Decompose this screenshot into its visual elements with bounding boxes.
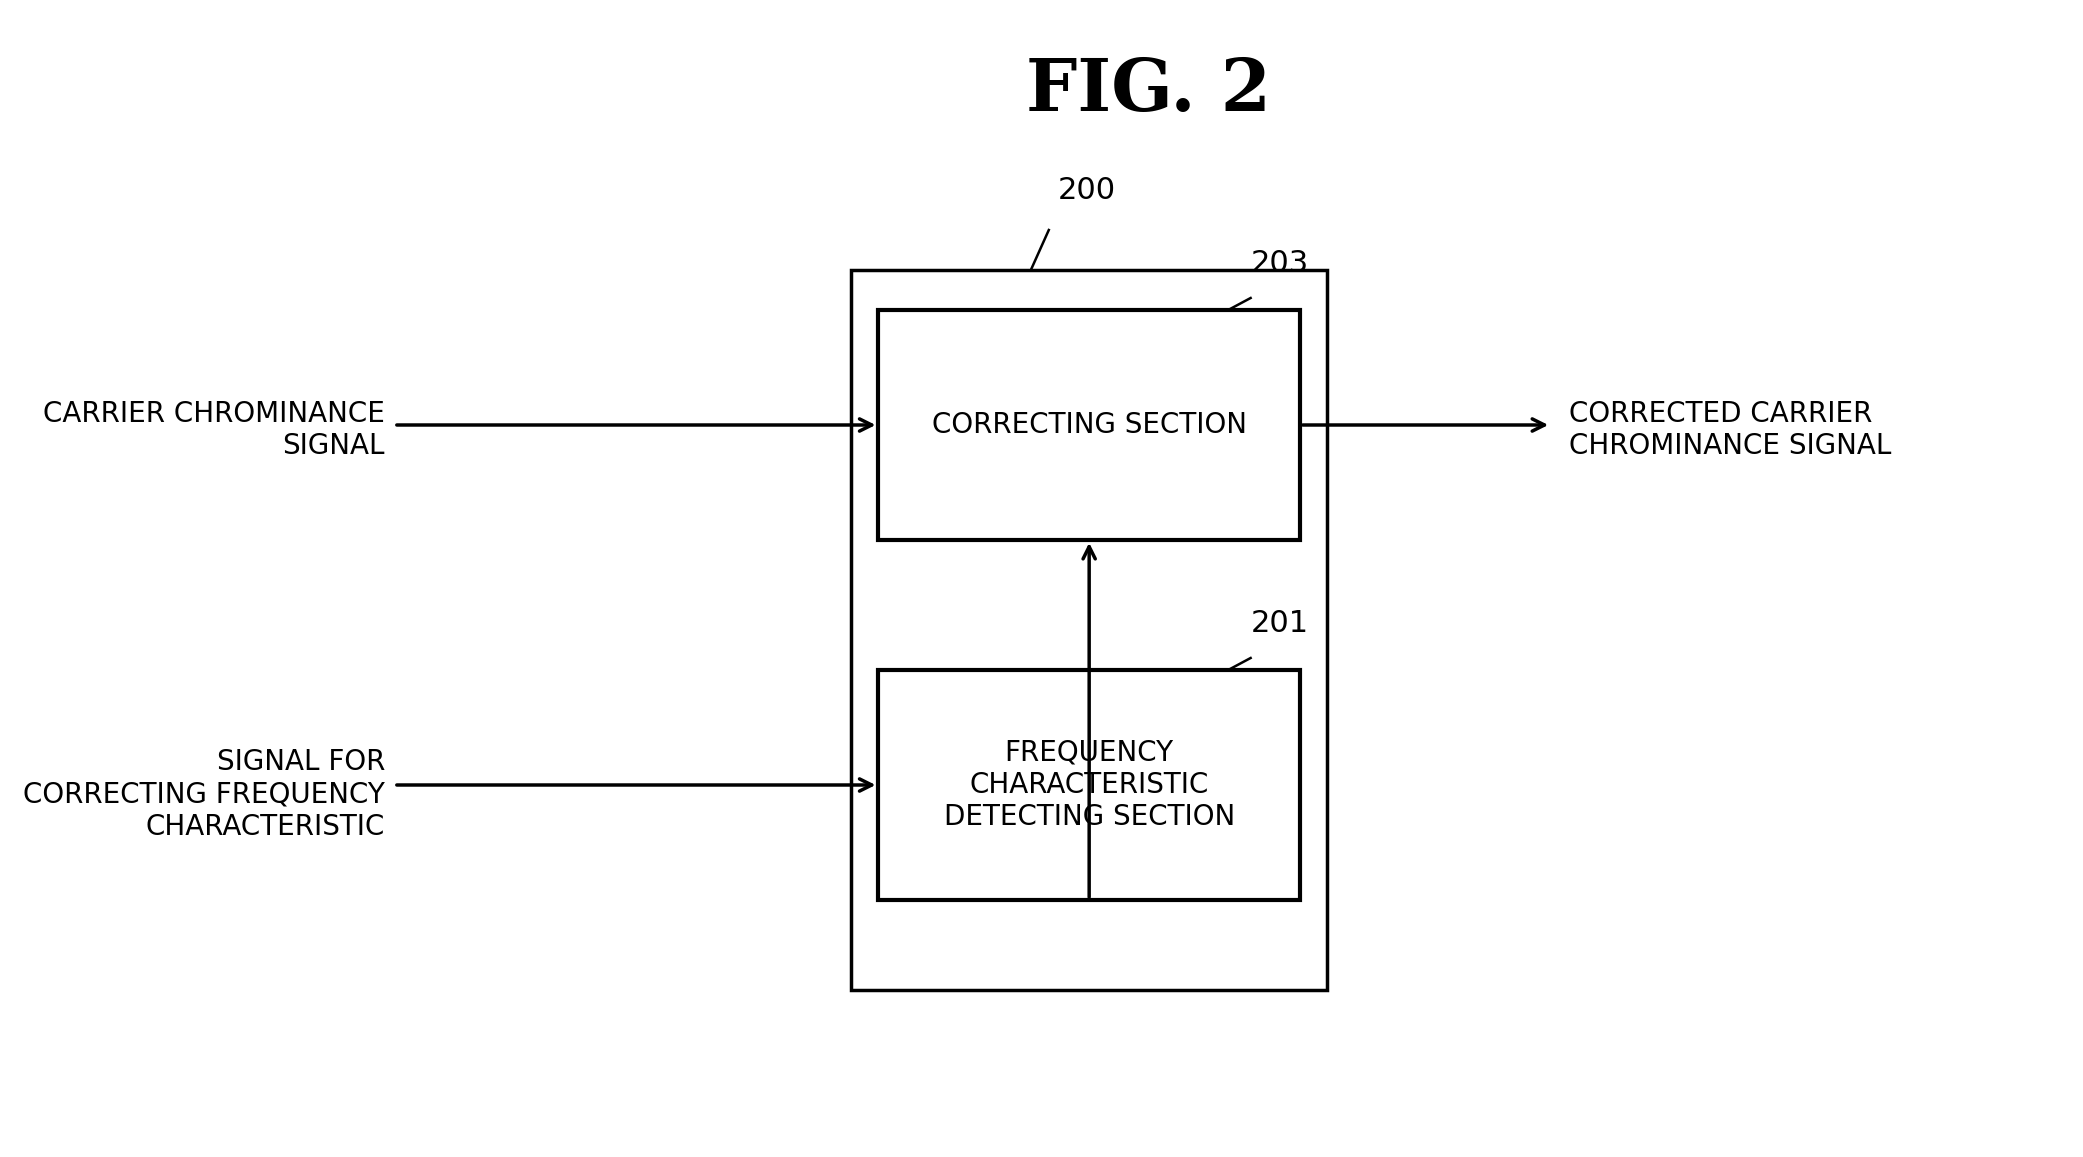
Text: CORRECTING SECTION: CORRECTING SECTION: [931, 411, 1246, 439]
Bar: [879, 310, 1300, 540]
Text: CARRIER CHROMINANCE
SIGNAL: CARRIER CHROMINANCE SIGNAL: [44, 400, 385, 460]
Text: 200: 200: [1058, 176, 1116, 205]
Text: 201: 201: [1250, 609, 1308, 638]
Text: SIGNAL FOR
CORRECTING FREQUENCY
CHARACTERISTIC: SIGNAL FOR CORRECTING FREQUENCY CHARACTE…: [23, 747, 385, 841]
Text: CORRECTED CARRIER
CHROMINANCE SIGNAL: CORRECTED CARRIER CHROMINANCE SIGNAL: [1568, 400, 1891, 460]
Text: FIG. 2: FIG. 2: [1027, 54, 1271, 125]
Text: 203: 203: [1250, 249, 1308, 278]
Text: FREQUENCY
CHARACTERISTIC
DETECTING SECTION: FREQUENCY CHARACTERISTIC DETECTING SECTI…: [944, 738, 1235, 832]
Bar: [879, 670, 1300, 900]
Bar: [852, 270, 1327, 990]
